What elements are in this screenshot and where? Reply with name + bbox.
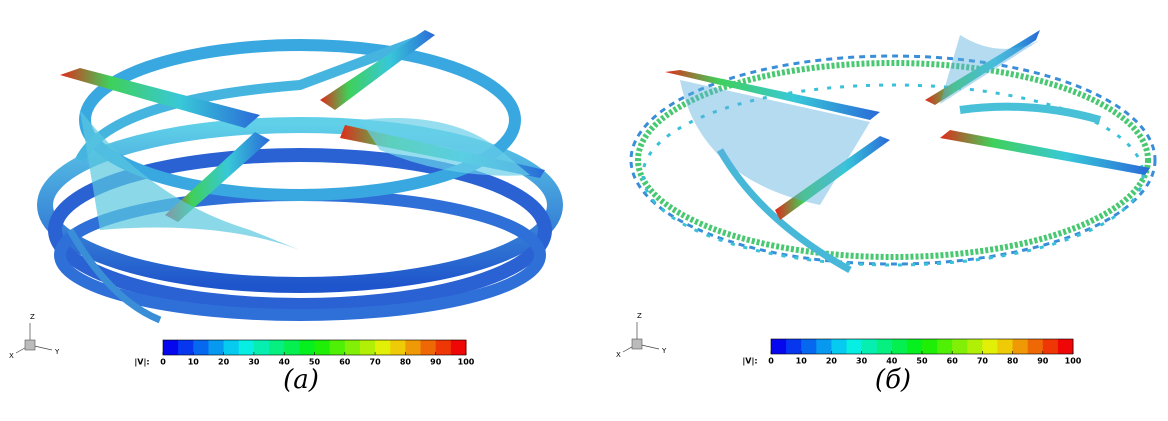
colorbar-segment <box>1058 339 1074 354</box>
panel-caption: (a) <box>283 365 319 395</box>
triad-cube <box>632 339 642 349</box>
colorbar-tick-label: 30 <box>248 358 260 367</box>
colorbar-segment <box>315 340 331 355</box>
colorbar-segment <box>345 340 361 355</box>
figure: 0102030405060708090100|V|:(a)ZXY01020304… <box>0 0 1168 421</box>
colorbar-segment <box>922 339 938 354</box>
colorbar-segment <box>193 340 209 355</box>
render-b <box>631 30 1155 270</box>
colorbar-tick-label: 80 <box>1007 357 1019 366</box>
panel-caption: (б) <box>875 365 911 395</box>
triad-label: X <box>616 351 621 359</box>
colorbar-segment <box>801 339 817 354</box>
axis-triad: Z X Y <box>9 313 60 360</box>
colorbar-segment <box>877 339 893 354</box>
colorbar-segment <box>254 340 270 355</box>
colorbar-segment <box>299 340 315 355</box>
colorbar-tick-label: 90 <box>1037 357 1049 366</box>
triad-cube <box>25 340 35 350</box>
colorbar-segment <box>375 340 391 355</box>
colorbar-segment <box>937 339 953 354</box>
colorbar-tick-label: 20 <box>218 358 230 367</box>
colorbar-segment <box>982 339 998 354</box>
colorbar-tick-label: 60 <box>339 358 351 367</box>
axis-triad: Z X Y <box>616 312 667 359</box>
colorbar-tick-label: 80 <box>400 358 412 367</box>
colorbar-tick-label: 20 <box>826 357 838 366</box>
colorbar-segment <box>786 339 802 354</box>
colorbar-segment <box>816 339 832 354</box>
colorbar-segment <box>892 339 908 354</box>
colorbar-segment <box>208 340 224 355</box>
colorbar-segment <box>1028 339 1044 354</box>
triad-label: Y <box>661 347 667 355</box>
triad-label: Y <box>54 348 60 356</box>
colorbar-segment <box>178 340 194 355</box>
colorbar-segment <box>998 339 1014 354</box>
colorbar-tick-label: 10 <box>796 357 808 366</box>
colorbar-tick-label: 100 <box>1065 357 1082 366</box>
colorbar-segment <box>360 340 376 355</box>
colorbar-segment <box>1013 339 1029 354</box>
render-a <box>45 30 555 320</box>
colorbar-label: |V|: <box>134 358 149 367</box>
colorbar-tick-label: 30 <box>856 357 868 366</box>
colorbar-tick-label: 60 <box>947 357 959 366</box>
colorbar-tick-label: 70 <box>370 358 382 367</box>
colorbar-segment <box>831 339 847 354</box>
colorbar-label: |V|: <box>742 357 757 366</box>
colorbar-segment <box>1043 339 1059 354</box>
colorbar-segment <box>405 340 421 355</box>
colorbar-segment <box>907 339 923 354</box>
colorbar-segment <box>771 339 787 354</box>
colorbar-tick-label: 10 <box>188 358 200 367</box>
colorbar-segment <box>224 340 240 355</box>
colorbar-segment <box>239 340 255 355</box>
colorbar-segment <box>284 340 300 355</box>
page: {"panels": [ {"caption": "(a)", "colorba… <box>0 0 1168 421</box>
colorbar-tick-label: 100 <box>458 358 475 367</box>
colorbar-tick-label: 0 <box>768 357 774 366</box>
triad-label: Z <box>637 312 642 320</box>
colorbar-segment <box>436 340 452 355</box>
colorbar-segment <box>330 340 346 355</box>
colorbar-segment <box>967 339 983 354</box>
triad-label: Z <box>30 313 35 321</box>
colorbar-segment <box>451 340 467 355</box>
colorbar-segment <box>847 339 863 354</box>
colorbar-tick-label: 50 <box>916 357 928 366</box>
triad-label: X <box>9 352 14 360</box>
colorbar-segment <box>163 340 179 355</box>
colorbar-tick-label: 70 <box>977 357 989 366</box>
colorbar-segment <box>862 339 878 354</box>
colorbar-segment <box>390 340 406 355</box>
colorbar-segment <box>952 339 968 354</box>
colorbar-tick-label: 0 <box>160 358 166 367</box>
colorbar-tick-label: 90 <box>430 358 442 367</box>
colorbar-segment <box>269 340 285 355</box>
colorbar-segment <box>421 340 437 355</box>
